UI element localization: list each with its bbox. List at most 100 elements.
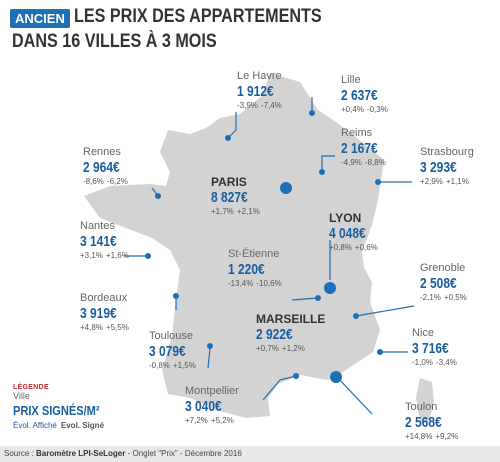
city-price: 2 637€ — [341, 87, 378, 104]
city-marseille: MARSEILLE 2 922€ +0,7% +1,2% — [256, 313, 325, 354]
legend-evol-affiche: Évol. Affiché — [13, 421, 57, 430]
dot-toulouse — [207, 343, 213, 349]
city-price: 2 167€ — [341, 140, 378, 157]
leader-toulouse — [207, 347, 211, 369]
city-name: Montpellier — [185, 385, 239, 397]
leader-montpellier — [262, 375, 297, 401]
city-name: Nantes — [80, 220, 115, 232]
city-evolution: +3,1% +1,6% — [80, 251, 129, 260]
city-name: Toulouse — [149, 330, 194, 342]
city-name: PARIS — [211, 175, 247, 189]
city-price: 3 293€ — [420, 159, 457, 176]
city-evolution: +2,9% +1,1% — [420, 177, 469, 186]
dot-st-etienne — [315, 295, 321, 301]
dot-paris — [280, 182, 292, 194]
footer-source: Source : Baromètre LPI-SeLoger - Onglet … — [0, 446, 500, 462]
city-le-havre: Le Havre 1 912€ -3,9% -7,4% — [237, 70, 285, 111]
legend-prix: PRIX SIGNÉS/M² — [13, 403, 100, 418]
city-grenoble: Grenoble 2 508€ -2,1% +0,5% — [420, 262, 470, 303]
legend-evol-signe: Evol. Signé — [60, 421, 105, 430]
city-price: 2 508€ — [420, 275, 457, 292]
city-price: 3 716€ — [412, 340, 449, 357]
city-name: Toulon — [405, 401, 438, 413]
dot-le-havre — [225, 135, 231, 141]
city-price: 2 568€ — [405, 414, 442, 431]
dot-reims — [319, 169, 325, 175]
footer-source-name: Baromètre LPI-SeLoger — [36, 449, 126, 458]
legend-evolutions: Évol. Affiché Evol. Signé — [13, 420, 115, 431]
city-name: LYON — [329, 211, 362, 225]
dot-bordeaux — [173, 293, 179, 299]
city-evolution: +0,8% +0,6% — [329, 243, 378, 252]
city-evolution: +1,7% +2,1% — [211, 207, 260, 216]
city-name: Nice — [412, 327, 435, 339]
city-nice: Nice 3 716€ -1,0% -3,4% — [412, 327, 460, 368]
city-name: Strasbourg — [420, 146, 474, 158]
city-name: Rennes — [83, 146, 121, 158]
city-evolution: +14,8% +9,2% — [405, 432, 459, 441]
leader-toulon — [335, 375, 373, 415]
city-evolution: +0,4% -0,3% — [341, 105, 388, 114]
city-evolution: -8,6% -6,2% — [83, 177, 128, 186]
city-name: Le Havre — [237, 70, 282, 82]
dot-lille — [309, 110, 315, 116]
city-st-etienne: St-Étienne 1 220€ -13,4% -10,6% — [228, 248, 285, 289]
city-nantes: Nantes 3 141€ +3,1% +1,6% — [80, 220, 132, 261]
city-evolution: -0,8% +1,5% — [149, 361, 196, 370]
dot-montpellier — [293, 373, 299, 379]
city-price: 3 079€ — [149, 343, 186, 360]
city-evolution: -13,4% -10,6% — [228, 279, 282, 288]
city-evolution: +7,2% +5,2% — [185, 416, 234, 425]
city-name: MARSEILLE — [256, 312, 326, 326]
dot-grenoble — [353, 313, 359, 319]
leader-st-etienne — [291, 297, 319, 301]
dot-marseille — [330, 371, 342, 383]
city-price: 3 919€ — [80, 305, 117, 322]
dot-nantes — [145, 253, 151, 259]
city-evolution: -3,9% -7,4% — [237, 101, 282, 110]
title-line-1: LES PRIX DES APPARTEMENTS — [74, 6, 322, 27]
city-name: Bordeaux — [80, 292, 128, 304]
city-lyon: LYON 4 048€ +0,8% +0,6% — [329, 212, 381, 253]
leader-le-havre — [227, 112, 237, 139]
city-price: 3 141€ — [80, 233, 117, 250]
city-price: 4 048€ — [329, 225, 366, 242]
city-name: St-Étienne — [228, 248, 280, 260]
legend-title: LÉGENDE — [13, 384, 49, 391]
city-price: 2 964€ — [83, 159, 120, 176]
city-price: 1 912€ — [237, 83, 274, 100]
city-evolution: +0,7% +1,2% — [256, 344, 305, 353]
footer-rest: - Onglet "Prix" - Décembre 2016 — [125, 449, 242, 458]
leader-reims — [321, 155, 335, 172]
city-rennes: Rennes 2 964€ -8,6% -6,2% — [83, 146, 131, 187]
ancien-badge: ANCIEN — [10, 9, 70, 28]
city-evolution: -1,0% -3,4% — [412, 358, 457, 367]
city-strasbourg: Strasbourg 3 293€ +2,9% +1,1% — [420, 146, 474, 187]
city-paris: PARIS 8 827€ +1,7% +2,1% — [211, 176, 263, 217]
city-price: 3 040€ — [185, 398, 222, 415]
legend-ville: Ville — [13, 391, 30, 401]
city-evolution: -2,1% +0,5% — [420, 293, 467, 302]
city-lille: Lille 2 637€ +0,4% -0,3% — [341, 74, 391, 115]
city-bordeaux: Bordeaux 3 919€ +4,8% +5,5% — [80, 292, 132, 333]
city-montpellier: Montpellier 3 040€ +7,2% +5,2% — [185, 385, 239, 426]
city-reims: Reims 2 167€ -4,9% -8,8% — [341, 127, 389, 168]
dot-nice — [377, 349, 383, 355]
france-shape — [84, 73, 384, 418]
city-price: 2 922€ — [256, 326, 293, 343]
city-name: Grenoble — [420, 262, 466, 274]
dot-strasbourg — [375, 179, 381, 185]
city-toulouse: Toulouse 3 079€ -0,8% +1,5% — [149, 330, 199, 371]
city-price: 8 827€ — [211, 189, 248, 206]
dot-rennes — [155, 193, 161, 199]
city-evolution: +4,8% +5,5% — [80, 323, 129, 332]
city-evolution: -4,9% -8,8% — [341, 158, 386, 167]
city-toulon: Toulon 2 568€ +14,8% +9,2% — [405, 401, 461, 442]
leader-grenoble — [355, 305, 415, 317]
corsica-shape — [416, 378, 434, 424]
city-price: 1 220€ — [228, 261, 265, 278]
city-name: Reims — [341, 127, 373, 139]
city-name: Lille — [341, 74, 361, 86]
legend: LÉGENDE Ville PRIX SIGNÉS/M² Évol. Affic… — [13, 384, 115, 431]
